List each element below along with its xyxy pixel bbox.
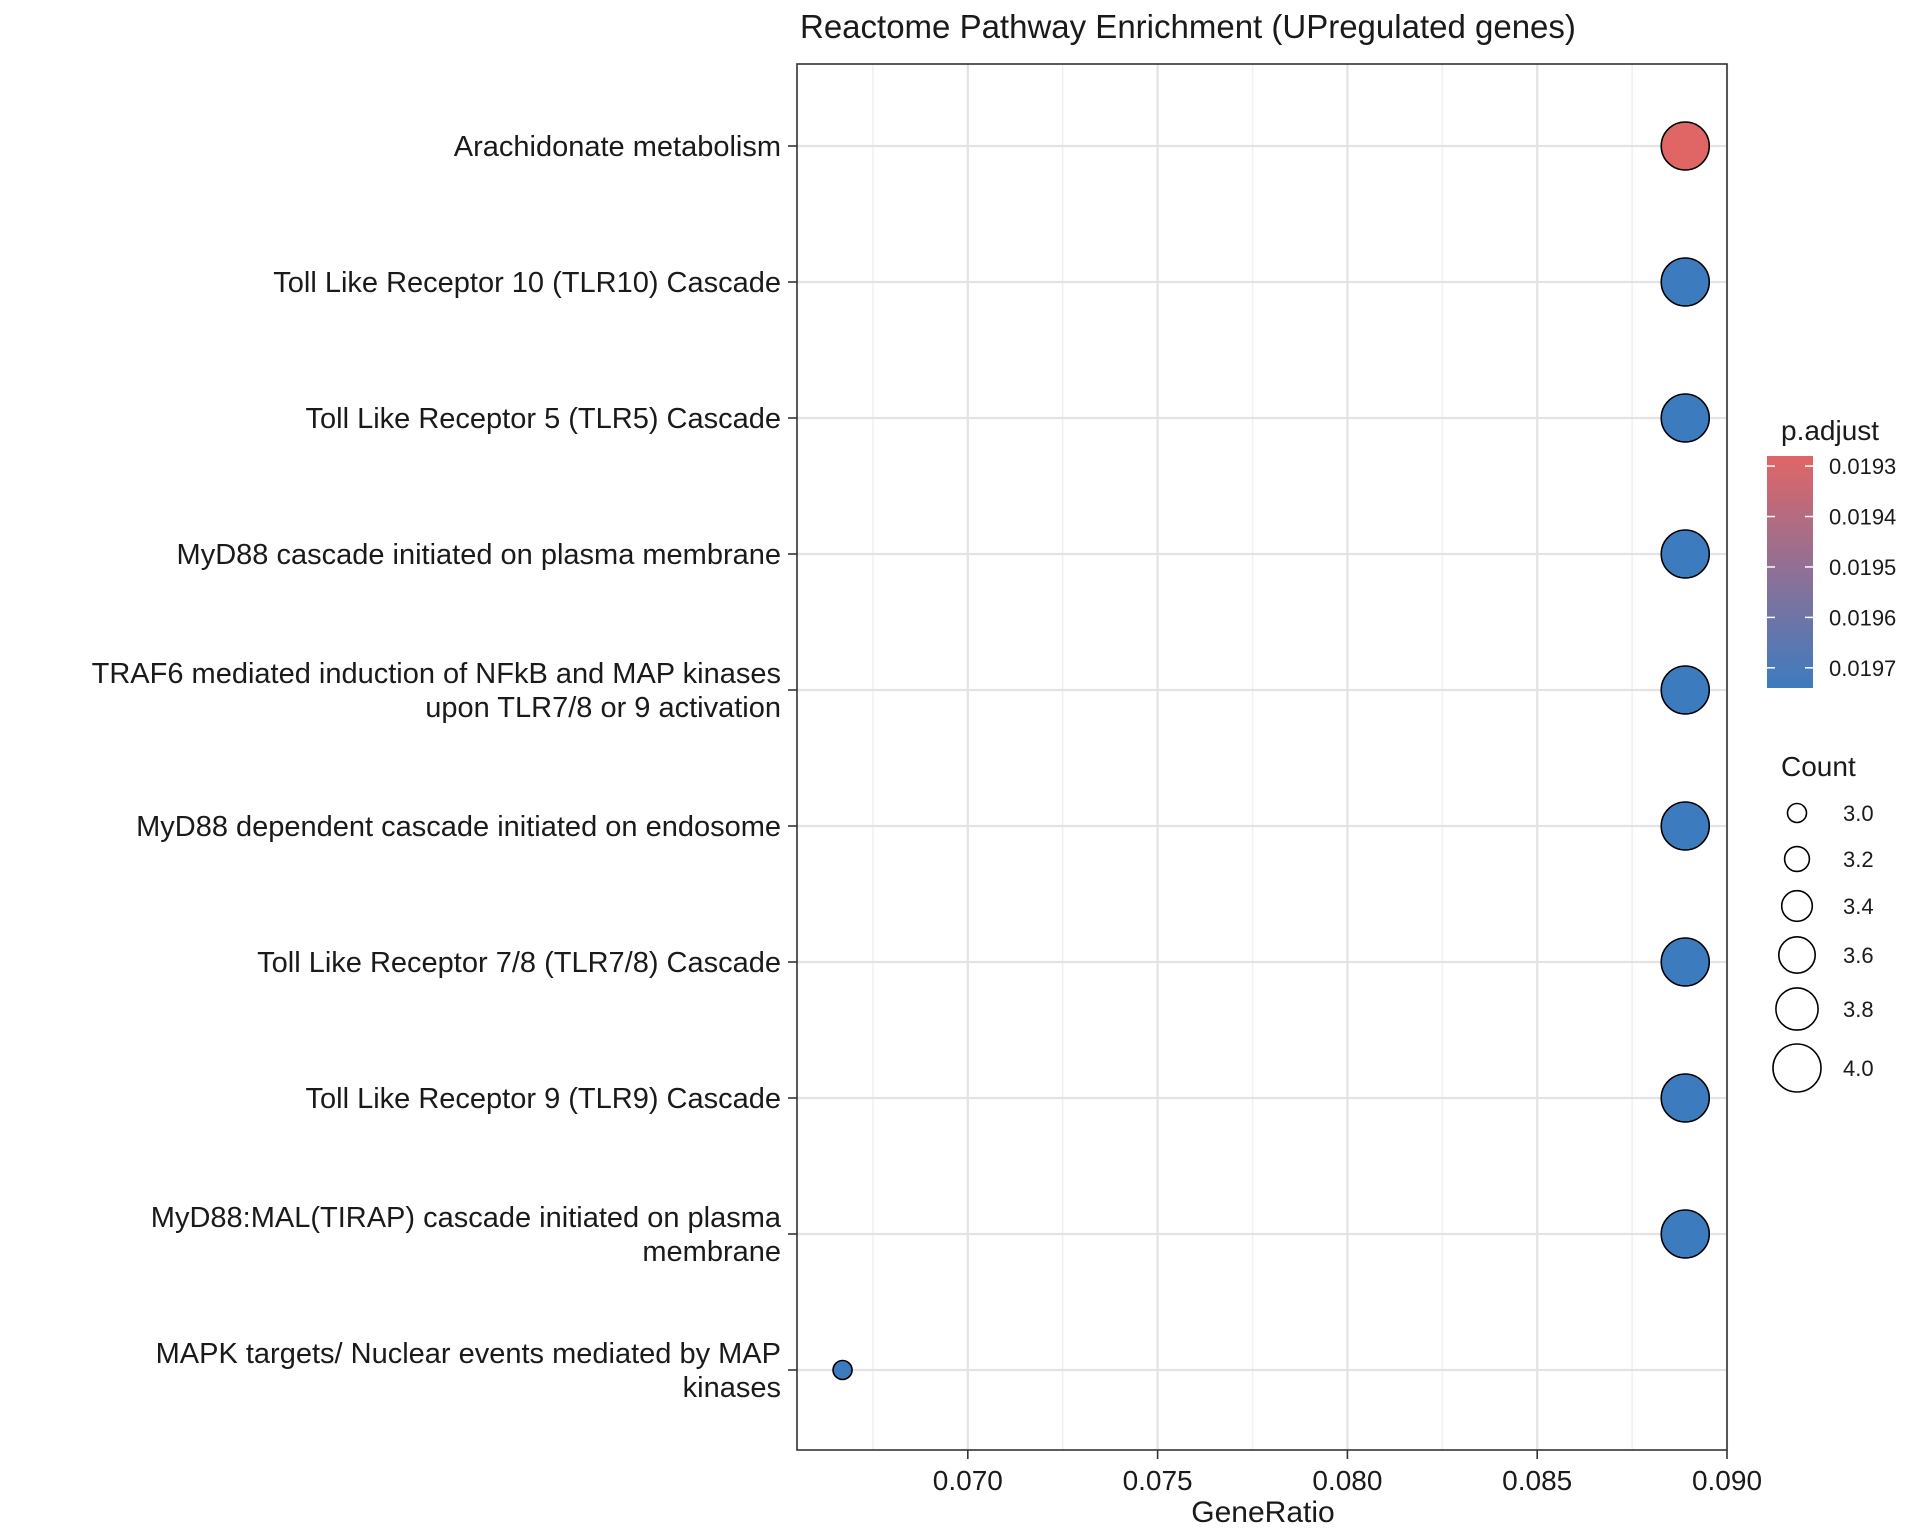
data-point (1660, 393, 1711, 443)
data-point (1660, 257, 1711, 307)
size-legend-label: 3.2 (1843, 847, 1874, 872)
y-tick-label: MyD88 dependent cascade initiated on end… (136, 811, 781, 843)
size-legend-circle (1778, 935, 1817, 974)
x-tick-label: 0.075 (1123, 1465, 1193, 1496)
color-legend-label: 0.0197 (1829, 656, 1896, 681)
size-legend-circle (1780, 889, 1814, 923)
color-legend-label: 0.0193 (1829, 454, 1896, 479)
size-legend-label: 4.0 (1843, 1056, 1874, 1081)
y-tick-label: Toll Like Receptor 7/8 (TLR7/8) Cascade (257, 947, 781, 979)
color-legend-label: 0.0194 (1829, 505, 1896, 530)
color-legend: 0.0193 0.0194 0.0195 0.0196 0.0197 (1767, 454, 1896, 688)
y-tick-label: MyD88 cascade initiated on plasma membra… (177, 539, 781, 571)
data-point (1660, 801, 1711, 851)
color-legend-label: 0.0196 (1829, 605, 1896, 630)
y-tick-label: Toll Like Receptor 9 (TLR9) Cascade (306, 1083, 781, 1115)
x-tick-label: 0.070 (933, 1465, 1003, 1496)
size-legend-title: Count (1781, 751, 1856, 782)
size-legend: 3.0 3.2 3.4 3.6 3.8 4.0 (1772, 801, 1874, 1093)
data-point (1660, 1073, 1711, 1123)
color-legend-title: p.adjust (1781, 415, 1879, 446)
size-legend-circle (1783, 845, 1811, 873)
chart-title: Reactome Pathway Enrichment (UPregulated… (800, 8, 1576, 45)
data-point (1660, 665, 1711, 715)
data-point (1660, 937, 1711, 987)
data-point (1660, 1209, 1711, 1259)
size-legend-circle (1775, 987, 1819, 1031)
y-tick-label: upon TLR7/8 or 9 activation (425, 692, 781, 724)
data-point (1660, 121, 1711, 171)
data-point (1660, 529, 1711, 579)
y-tick-label: TRAF6 mediated induction of NFkB and MAP… (92, 658, 781, 690)
y-tick-label: Toll Like Receptor 10 (TLR10) Cascade (273, 267, 781, 299)
color-bar (1767, 456, 1813, 688)
y-tick-label: kinases (683, 1372, 781, 1404)
x-tick-label: 0.085 (1502, 1465, 1572, 1496)
size-legend-label: 3.6 (1843, 943, 1874, 968)
y-tick-label: MyD88:MAL(TIRAP) cascade initiated on pl… (151, 1202, 782, 1234)
plot-area: 0.070 0.075 0.080 0.085 0.090 Arachidonate me… (92, 63, 1762, 1496)
x-axis-label: GeneRatio (1191, 1496, 1334, 1529)
y-tick-label: Toll Like Receptor 5 (TLR5) Cascade (306, 403, 781, 435)
x-tick-label: 0.090 (1692, 1465, 1762, 1496)
y-tick-label: Arachidonate metabolism (454, 131, 781, 163)
y-tick-label: membrane (642, 1236, 781, 1268)
size-legend-circle (1772, 1043, 1822, 1093)
data-point (832, 1359, 853, 1381)
x-tick-label: 0.080 (1312, 1465, 1382, 1496)
size-legend-label: 3.0 (1843, 801, 1874, 826)
y-tick-label: MAPK targets/ Nuclear events mediated by… (156, 1338, 781, 1370)
size-legend-circle (1786, 802, 1808, 824)
color-legend-label: 0.0195 (1829, 555, 1896, 580)
size-legend-label: 3.4 (1843, 894, 1874, 919)
size-legend-label: 3.8 (1843, 997, 1874, 1022)
plot-panel-border (796, 63, 1728, 1451)
